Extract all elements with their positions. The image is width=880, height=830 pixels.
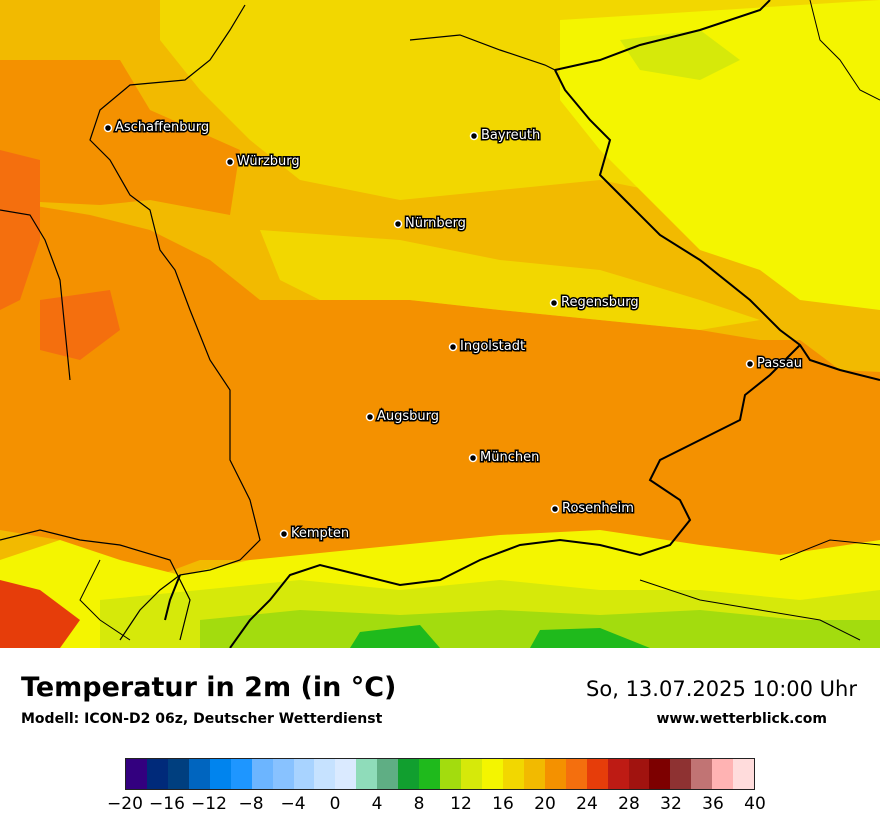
city-dot xyxy=(279,529,289,539)
city-label: Aschaffenburg xyxy=(115,120,209,135)
neighbor-borders xyxy=(79,0,880,641)
color-scale-swatch xyxy=(733,759,755,789)
model-source: Modell: ICON-D2 06z, Deutscher Wetterdie… xyxy=(21,711,383,727)
city-dot xyxy=(469,131,479,141)
city-marker: Bayreuth xyxy=(469,127,542,145)
city-marker: Aschaffenburg xyxy=(103,119,211,137)
color-scale-swatch xyxy=(691,759,713,789)
city-dot xyxy=(448,342,458,352)
city-marker: Passau xyxy=(745,355,803,373)
city-dot xyxy=(549,298,559,308)
city-label: Rosenheim xyxy=(562,501,634,516)
state-borders xyxy=(0,4,556,641)
color-scale-swatch xyxy=(607,759,629,789)
color-scale-swatch xyxy=(293,759,315,789)
color-scale-tick-label: 40 xyxy=(744,794,766,814)
map-footer: Temperatur in 2m (in °C) Modell: ICON-D2… xyxy=(0,648,880,830)
city-label: Augsburg xyxy=(377,409,439,424)
city-marker: Rosenheim xyxy=(550,500,635,518)
temp-zone-northeast-lightyellow xyxy=(560,0,880,310)
city-marker: Nürnberg xyxy=(393,215,467,233)
color-scale-tick-label: 0 xyxy=(329,794,341,814)
forecast-datetime: So, 13.07.2025 10:00 Uhr xyxy=(586,677,857,701)
color-scale-swatch xyxy=(126,759,147,789)
city-dot xyxy=(550,504,560,514)
temp-zone-southwest-orange xyxy=(0,200,880,575)
city-label: München xyxy=(480,450,539,465)
city-dot xyxy=(365,412,375,422)
city-dot xyxy=(103,123,113,133)
color-scale-swatch xyxy=(712,759,734,789)
city-label: Regensburg xyxy=(561,295,639,310)
color-scale-swatch xyxy=(209,759,231,789)
color-scale-swatch xyxy=(419,759,441,789)
color-scale-swatch xyxy=(146,759,168,789)
color-scale-tick-label: 28 xyxy=(618,794,640,814)
map-title: Temperatur in 2m (in °C) xyxy=(21,672,397,703)
color-scale-tick-label: −12 xyxy=(191,794,227,814)
color-scale-tick-label: 4 xyxy=(371,794,383,814)
color-scale-swatch xyxy=(649,759,671,789)
temp-zone-alps-darkgreen xyxy=(350,625,440,648)
color-scale-tick-label: 36 xyxy=(702,794,724,814)
color-scale-swatch xyxy=(628,759,650,789)
temperature-map: Aschaffenburg Würzburg Bayreuth Nürnberg Reg… xyxy=(0,0,880,648)
city-dot xyxy=(745,359,755,369)
city-marker: Kempten xyxy=(279,525,351,543)
color-scale-swatch xyxy=(335,759,357,789)
color-scale-swatch xyxy=(523,759,545,789)
city-marker: Augsburg xyxy=(365,408,441,426)
temp-zone-hot-west2 xyxy=(40,290,120,360)
color-scale-swatch xyxy=(188,759,210,789)
color-scale-tick-label: 8 xyxy=(413,794,425,814)
city-marker: Regensburg xyxy=(549,294,640,312)
temp-zone-alps-red xyxy=(0,580,80,648)
city-label: Würzburg xyxy=(237,154,300,169)
color-scale-swatch xyxy=(398,759,420,789)
color-scale-tick-label: −20 xyxy=(107,794,143,814)
color-scale-bar xyxy=(125,758,755,790)
color-scale-swatch xyxy=(670,759,692,789)
city-marker: Würzburg xyxy=(225,153,301,171)
color-scale-tick-label: 16 xyxy=(492,794,514,814)
city-label: Bayreuth xyxy=(481,128,540,143)
city-label: Kempten xyxy=(291,526,349,541)
city-label: Nürnberg xyxy=(405,216,466,231)
color-scale-swatch xyxy=(167,759,189,789)
color-scale-swatch xyxy=(356,759,378,789)
color-scale-tick-label: −4 xyxy=(280,794,306,814)
color-scale-swatch xyxy=(586,759,608,789)
city-dot xyxy=(393,219,403,229)
city-marker: Ingolstadt xyxy=(448,338,527,356)
color-scale-swatch xyxy=(314,759,336,789)
temp-zone-hot-west xyxy=(0,150,40,310)
city-dot xyxy=(225,157,235,167)
color-scale-swatch xyxy=(251,759,273,789)
city-dot xyxy=(468,453,478,463)
color-scale-swatch xyxy=(230,759,252,789)
city-label: Ingolstadt xyxy=(460,339,525,354)
city-marker: München xyxy=(468,449,541,467)
color-scale-swatch xyxy=(502,759,524,789)
color-scale-tick-label: −16 xyxy=(149,794,185,814)
color-scale-tick-label: 24 xyxy=(576,794,598,814)
color-scale-swatch xyxy=(481,759,503,789)
color-scale-swatch xyxy=(377,759,399,789)
color-scale-tick-label: 20 xyxy=(534,794,556,814)
website-link[interactable]: www.wetterblick.com xyxy=(656,711,828,727)
color-scale-swatch xyxy=(565,759,587,789)
color-scale-swatch xyxy=(544,759,566,789)
color-scale-swatch xyxy=(272,759,294,789)
color-scale-tick-label: 32 xyxy=(660,794,682,814)
color-scale-tick-label: 12 xyxy=(450,794,472,814)
city-label: Passau xyxy=(757,356,802,371)
color-scale-tick-label: −8 xyxy=(238,794,264,814)
color-scale-swatch xyxy=(440,759,461,789)
temp-zone-central-yellow xyxy=(260,230,760,330)
country-borders xyxy=(164,0,880,648)
temp-zone-alps-darkgreen2 xyxy=(530,628,650,648)
color-scale-swatch xyxy=(461,759,482,789)
temp-zone-west-orange xyxy=(0,60,240,215)
